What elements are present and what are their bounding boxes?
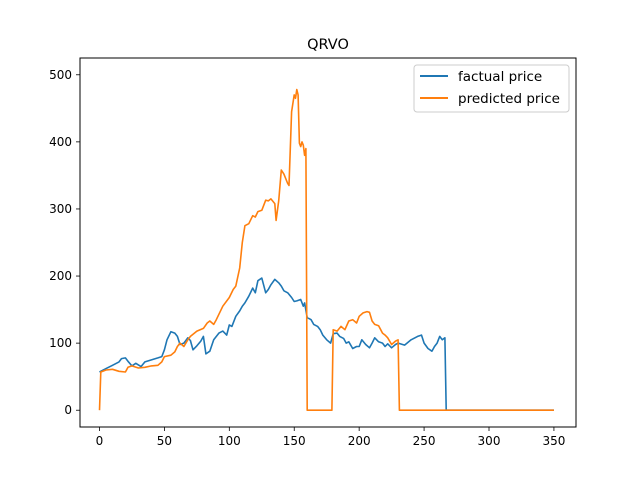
y-tick-label: 100 bbox=[49, 336, 72, 350]
x-tick-label: 0 bbox=[96, 434, 104, 448]
y-tick-label: 0 bbox=[64, 403, 72, 417]
y-tick-label: 300 bbox=[49, 202, 72, 216]
x-tick-label: 200 bbox=[348, 434, 371, 448]
x-tick-label: 300 bbox=[478, 434, 501, 448]
series-line-predicted-price bbox=[98, 88, 554, 412]
y-tick-label: 400 bbox=[49, 135, 72, 149]
legend-label-factual-price: factual price bbox=[458, 69, 542, 85]
x-tick-label: 150 bbox=[283, 434, 306, 448]
series-line-factual-price bbox=[99, 277, 554, 412]
legend: factual price predicted price bbox=[413, 64, 570, 113]
x-tick-label: 100 bbox=[218, 434, 241, 448]
x-tick-label: 350 bbox=[542, 434, 565, 448]
chart-title: QRVO bbox=[307, 37, 349, 53]
y-tick-label: 200 bbox=[49, 269, 72, 283]
y-tick-label: 500 bbox=[49, 68, 72, 82]
y-axis: 0 100 200 300 400 500 bbox=[49, 68, 80, 417]
x-axis: 0 50 100 150 200 250 300 350 bbox=[96, 427, 565, 448]
x-tick-label: 250 bbox=[413, 434, 436, 448]
plot-area bbox=[98, 88, 554, 412]
legend-label-predicted-price: predicted price bbox=[458, 91, 560, 107]
x-tick-label: 50 bbox=[157, 434, 172, 448]
axes-frame bbox=[79, 57, 577, 428]
legend-box bbox=[413, 64, 570, 113]
